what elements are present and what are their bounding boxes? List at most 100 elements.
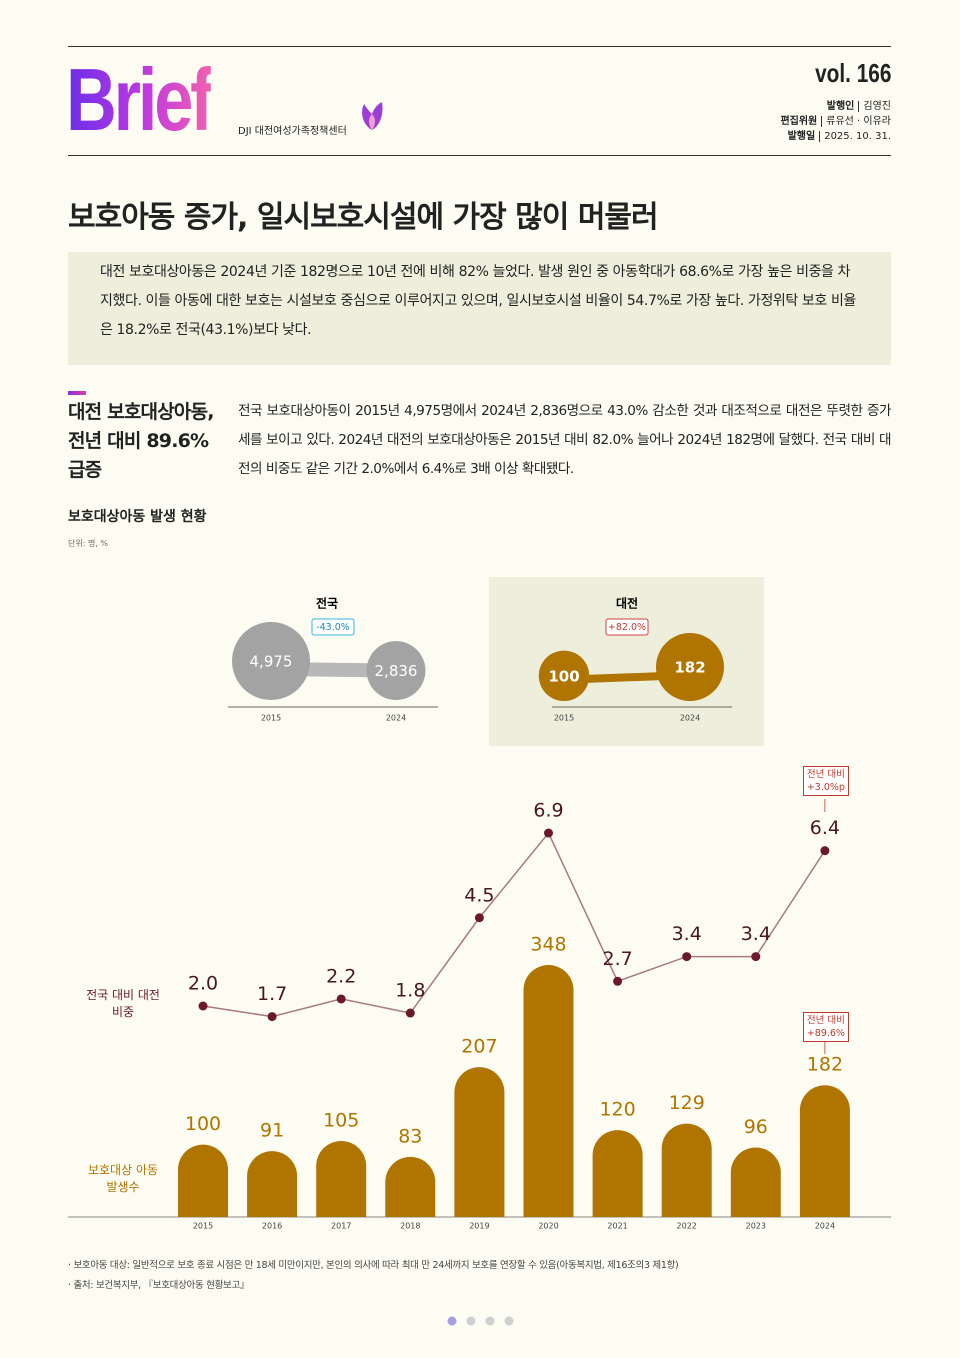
label: 발행일 <box>787 131 821 142</box>
annotation: 전년 대비 +89.6% <box>802 1012 849 1042</box>
point <box>544 828 553 838</box>
x-tick-label: 2015 <box>193 1222 213 1231</box>
page-dot <box>485 1316 495 1326</box>
change-badge <box>605 618 649 636</box>
legend-entry: 전국 대비 대전 비중 <box>86 988 160 1019</box>
volume: vol. 166 <box>814 58 891 88</box>
change-badge <box>311 618 355 636</box>
editors: 편집위원 류유선 · 이유라 <box>780 112 891 127</box>
x-tick-label: 2024 <box>386 714 406 723</box>
label: 편집위원 <box>780 116 823 127</box>
bar <box>247 1151 298 1217</box>
publisher: 발행인 김영진 <box>826 97 891 112</box>
bar <box>178 1144 228 1217</box>
bar <box>385 1156 436 1217</box>
value-label: 1.7 <box>257 983 287 1005</box>
value-label: 91 <box>260 1120 284 1142</box>
bar <box>454 1067 505 1217</box>
annotation: 전년 대비 +3.0%p <box>802 766 849 796</box>
section-heading: 대전 보호대상아동, 전년 대비 89.6% 급증 <box>68 401 214 481</box>
bar <box>661 1123 712 1217</box>
value-label: 6.4 <box>810 817 840 839</box>
x-tick-label: 2017 <box>331 1222 351 1231</box>
footnote: · 출처: 보건복지부, 『보호대상아동 현황보고』 <box>68 1280 250 1291</box>
value-label: 2.2 <box>326 965 356 987</box>
page-dot <box>466 1316 476 1326</box>
chart-title: 전국 <box>316 596 338 611</box>
value-label: 3.4 <box>672 923 702 945</box>
bar <box>523 965 574 1217</box>
x-tick-label: 2024 <box>815 1222 835 1231</box>
footnote: · 보호아동 대상: 일반적으로 보호 종료 시점은 만 18세 미만이지만, … <box>68 1260 679 1271</box>
x-tick-label: 2019 <box>469 1222 489 1231</box>
value-label: 207 <box>461 1036 497 1058</box>
point <box>820 846 830 856</box>
x-tick-label: 2021 <box>607 1222 627 1231</box>
x-tick-label: 2024 <box>680 714 700 723</box>
chart-title: 대전 <box>616 596 638 611</box>
org-name: DJI 대전여성가족정책센터 <box>238 126 347 137</box>
date: 발행일 2025. 10. 31. <box>787 127 891 142</box>
top-rule <box>68 46 891 47</box>
point <box>474 913 484 923</box>
unit: 단위: 명, % <box>68 539 109 548</box>
value: 김영진 <box>863 101 891 112</box>
point <box>198 1001 208 1011</box>
value-label: 105 <box>323 1109 359 1131</box>
point <box>613 976 623 986</box>
value-label: 6.9 <box>533 800 563 822</box>
chart-title: 보호대상아동 발생 현황 <box>68 509 207 525</box>
logo: Brief <box>66 50 214 149</box>
value-label: 182 <box>807 1054 843 1076</box>
value-label: 2.7 <box>602 948 632 970</box>
x-tick-label: 2015 <box>554 714 574 723</box>
x-tick-label: 2018 <box>400 1222 420 1231</box>
section-body: 전국 보호대상아동이 2015년 4,975명에서 2024년 2,836명으로… <box>238 403 892 477</box>
value-label: 182 <box>674 659 705 677</box>
value-label: 1.8 <box>395 980 425 1002</box>
legend-entry: 보호대상 아동 발생수 <box>87 1163 159 1194</box>
value: 2025. 10. 31. <box>824 131 891 142</box>
bubble <box>538 650 590 702</box>
point <box>751 952 761 962</box>
point <box>682 952 692 962</box>
value-label: 3.4 <box>741 923 771 945</box>
x-tick-label: 2015 <box>261 714 281 723</box>
summary: 대전 보호대상아동은 2024년 기준 182명으로 10년 전에 비해 82%… <box>68 252 891 365</box>
value-label: 100 <box>185 1113 221 1135</box>
value-label: 96 <box>744 1116 768 1138</box>
bar <box>316 1140 367 1217</box>
headline: 보호아동 증가, 일시보호시설에 가장 많이 머물러 <box>68 200 659 235</box>
x-tick-label: 2020 <box>538 1222 558 1231</box>
point <box>405 1008 415 1018</box>
value-label: 4,975 <box>250 653 293 671</box>
value-label: 4.5 <box>464 884 494 906</box>
change-label: -43.0% <box>316 622 350 633</box>
section-accent <box>68 391 86 395</box>
change-label: +82.0% <box>608 622 646 633</box>
value-label: 348 <box>530 934 566 956</box>
x-tick-label: 2016 <box>262 1222 282 1231</box>
page-dot <box>504 1316 514 1326</box>
point <box>336 994 346 1004</box>
bar <box>799 1085 850 1217</box>
value-label: 83 <box>398 1125 422 1147</box>
value: 류유선 · 이유라 <box>826 116 891 127</box>
bubble <box>232 622 310 700</box>
x-tick-label: 2023 <box>746 1222 766 1231</box>
point <box>267 1012 277 1022</box>
bubble <box>656 633 724 701</box>
org-icon <box>362 102 383 130</box>
bubble <box>366 641 426 700</box>
value-label: 2.0 <box>188 973 218 995</box>
bar <box>730 1147 781 1217</box>
value-label: 129 <box>669 1092 705 1114</box>
header-rule <box>68 155 891 156</box>
line <box>202 831 826 1018</box>
value-label: 100 <box>548 667 579 685</box>
value-label: 120 <box>599 1099 635 1121</box>
bar <box>592 1130 643 1217</box>
label: 발행인 <box>826 101 860 112</box>
